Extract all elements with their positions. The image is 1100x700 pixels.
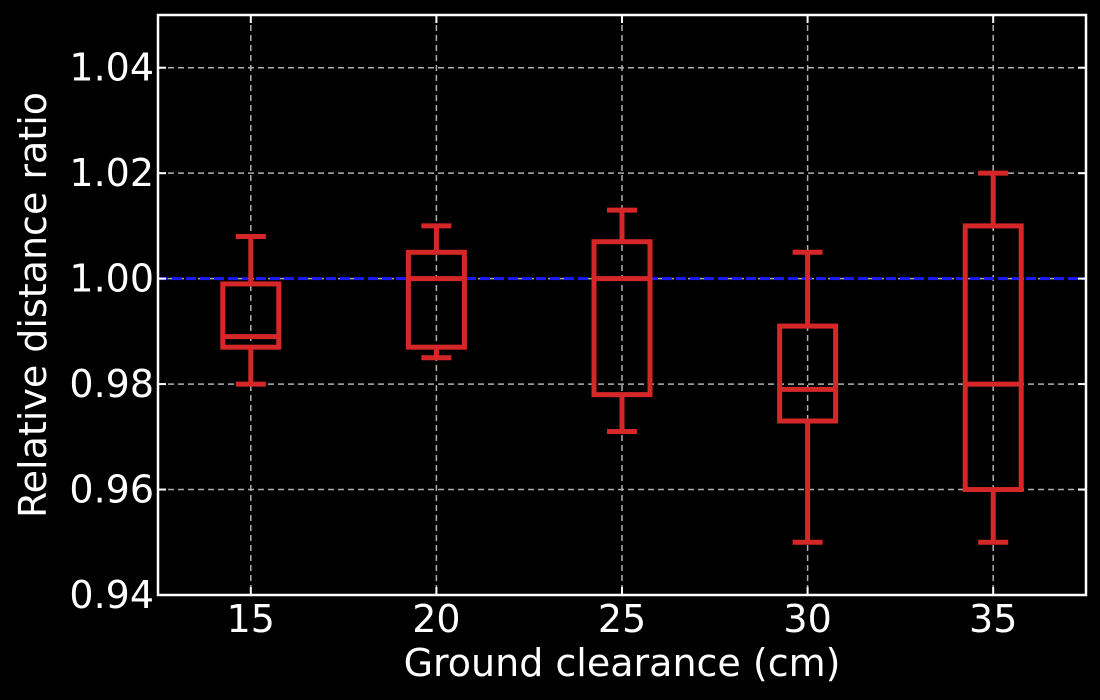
x-axis-label: Ground clearance (cm) <box>404 641 841 685</box>
y-tick-label: 0.94 <box>69 573 154 617</box>
box-plot-35 <box>962 170 1024 545</box>
box-plot-20 <box>405 223 467 361</box>
box-plot-30 <box>777 249 839 545</box>
y-tick-label: 0.96 <box>69 468 154 512</box>
x-tick-label: 15 <box>227 597 275 641</box>
y-axis-label: Relative distance ratio <box>11 92 55 518</box>
y-tick-label: 0.98 <box>69 362 154 406</box>
plot-frame <box>156 13 1088 597</box>
box-iqr <box>405 249 467 350</box>
box-iqr <box>962 223 1024 493</box>
box-plot-15 <box>220 233 282 387</box>
axis-layer: 15 20 25 30 35 0.94 0.96 0.98 1.00 1.02 1.04 <box>69 13 1088 641</box>
box-iqr <box>591 239 653 398</box>
x-tick-label: 30 <box>783 597 831 641</box>
box-iqr <box>220 281 282 350</box>
box-iqr <box>777 323 839 424</box>
y-tick-label: 1.04 <box>69 46 154 90</box>
x-tick-label: 35 <box>969 597 1017 641</box>
x-tick-label: 20 <box>412 597 460 641</box>
box-layer <box>220 170 1024 545</box>
x-tick-label: 25 <box>598 597 646 641</box>
y-tick-label: 1.02 <box>69 151 154 195</box>
y-tick-label: 1.00 <box>69 257 154 301</box>
box-plot-25 <box>591 207 653 435</box>
